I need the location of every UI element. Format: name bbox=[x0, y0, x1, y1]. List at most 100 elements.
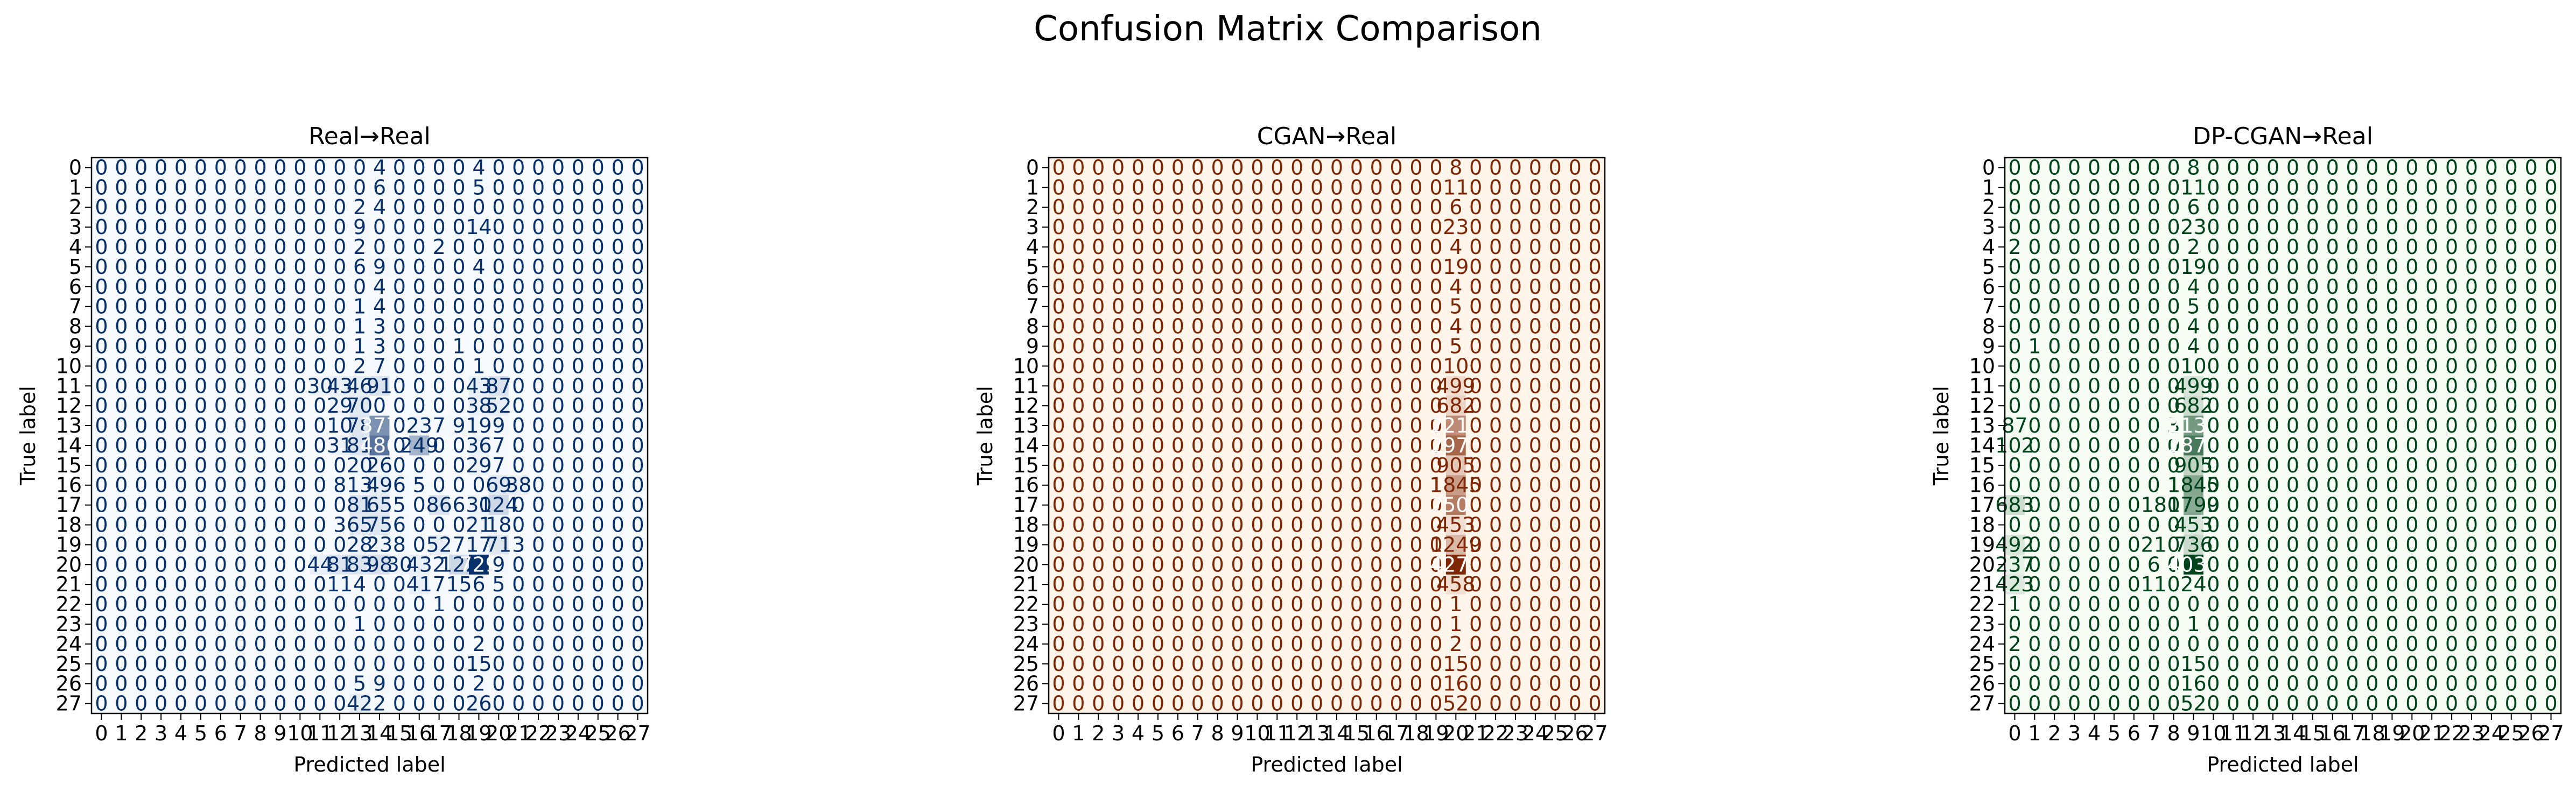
cell-value: 0 bbox=[2227, 692, 2240, 716]
cell-value: 0 bbox=[1409, 692, 1422, 716]
cell-value: 0 bbox=[194, 692, 207, 716]
cell-value: 0 bbox=[1211, 692, 1224, 716]
cell-value: 0 bbox=[552, 692, 565, 716]
x-axis-label: Predicted label bbox=[293, 753, 445, 776]
cell-value: 0 bbox=[1092, 692, 1105, 716]
x-tick-label: 6 bbox=[214, 722, 227, 745]
x-tick-label: 3 bbox=[2068, 722, 2081, 745]
cell-value: 0 bbox=[2326, 692, 2339, 716]
cell-value: 0 bbox=[1171, 692, 1184, 716]
x-tick-label: 5 bbox=[2108, 722, 2121, 745]
cell-value: 0 bbox=[2465, 692, 2478, 716]
cell-value: 0 bbox=[214, 692, 227, 716]
cell-value: 0 bbox=[2286, 692, 2299, 716]
x-tick-label: 5 bbox=[194, 722, 207, 745]
x-tick-label: 1 bbox=[2028, 722, 2041, 745]
panel-title: CGAN→Real bbox=[1257, 123, 1397, 150]
x-tick-label: 4 bbox=[174, 722, 187, 745]
cell-value: 0 bbox=[2485, 692, 2498, 716]
figure-title: Confusion Matrix Comparison bbox=[1034, 9, 1542, 49]
cell-value: 0 bbox=[2088, 692, 2101, 716]
cell-value: 0 bbox=[1489, 692, 1502, 716]
x-tick-label: 3 bbox=[1112, 722, 1125, 745]
x-tick-label: 8 bbox=[254, 722, 266, 745]
cell-value: 0 bbox=[2108, 692, 2121, 716]
panel-title: DP-CGAN→Real bbox=[2193, 123, 2373, 150]
cell-value: 0 bbox=[512, 692, 525, 716]
cell-value: 0 bbox=[2048, 692, 2061, 716]
cell-value: 52 bbox=[1443, 692, 1469, 716]
cell-value: 0 bbox=[1390, 692, 1403, 716]
cell-value: 0 bbox=[2385, 692, 2398, 716]
cell-value: 0 bbox=[313, 692, 326, 716]
cell-value: 0 bbox=[174, 692, 187, 716]
x-tick-label: 0 bbox=[1052, 722, 1065, 745]
cell-value: 0 bbox=[1588, 692, 1601, 716]
x-tick-label: 2 bbox=[1092, 722, 1105, 745]
x-tick-label: 9 bbox=[273, 722, 286, 745]
cell-value: 2 bbox=[373, 692, 386, 716]
cell-value: 42 bbox=[347, 692, 373, 716]
cell-value: 0 bbox=[2266, 692, 2279, 716]
cell-value: 0 bbox=[2306, 692, 2319, 716]
x-tick-label: 5 bbox=[1152, 722, 1164, 745]
cell-value: 0 bbox=[1152, 692, 1164, 716]
cell-value: 0 bbox=[2346, 692, 2359, 716]
cell-value: 0 bbox=[293, 692, 306, 716]
cell-value: 0 bbox=[532, 692, 545, 716]
x-tick-label: 4 bbox=[1132, 722, 1145, 745]
cell-value: 0 bbox=[492, 692, 505, 716]
cell-value: 0 bbox=[1509, 692, 1522, 716]
cell-value: 0 bbox=[1350, 692, 1363, 716]
cell-value: 0 bbox=[1052, 692, 1065, 716]
cell-value: 0 bbox=[273, 692, 286, 716]
cell-value: 0 bbox=[1072, 692, 1085, 716]
cell-value: 0 bbox=[2405, 692, 2418, 716]
cell-value: 0 bbox=[2505, 692, 2518, 716]
x-tick-label: 8 bbox=[2167, 722, 2180, 745]
x-tick-label: 6 bbox=[1171, 722, 1184, 745]
cell-value: 0 bbox=[2028, 692, 2041, 716]
x-tick-label: 6 bbox=[2128, 722, 2140, 745]
x-tick-label: 3 bbox=[155, 722, 167, 745]
x-tick-label: 4 bbox=[2088, 722, 2101, 745]
cell-value: 0 bbox=[234, 692, 247, 716]
cell-value: 0 bbox=[612, 692, 624, 716]
cell-value: 0 bbox=[393, 692, 406, 716]
cell-value: 0 bbox=[2544, 692, 2557, 716]
cell-value: 0 bbox=[2445, 692, 2458, 716]
cell-value: 26 bbox=[466, 692, 492, 716]
cell-value: 0 bbox=[2068, 692, 2081, 716]
x-tick-label: 1 bbox=[115, 722, 128, 745]
cell-value: 0 bbox=[2147, 692, 2160, 716]
cell-value: 0 bbox=[2207, 692, 2220, 716]
cell-value: 0 bbox=[115, 692, 128, 716]
cell-value: 0 bbox=[572, 692, 585, 716]
y-axis-label: True label bbox=[973, 386, 997, 486]
y-axis-label: True label bbox=[16, 386, 40, 486]
x-tick-label: 27 bbox=[1582, 722, 1608, 745]
cell-value: 0 bbox=[631, 692, 644, 716]
x-tick-label: 0 bbox=[95, 722, 108, 745]
x-tick-label: 0 bbox=[2008, 722, 2021, 745]
cell-value: 0 bbox=[1310, 692, 1323, 716]
cell-value: 0 bbox=[1251, 692, 1264, 716]
y-tick-label: 27 bbox=[1013, 692, 1039, 716]
x-axis-label: Predicted label bbox=[1251, 753, 1402, 776]
x-tick-label: 9 bbox=[1231, 722, 1244, 745]
cell-value: 0 bbox=[452, 692, 465, 716]
cell-value: 0 bbox=[135, 692, 148, 716]
x-tick-label: 7 bbox=[2147, 722, 2160, 745]
cell-value: 0 bbox=[2247, 692, 2259, 716]
cell-value: 0 bbox=[433, 692, 446, 716]
cell-value: 0 bbox=[1370, 692, 1383, 716]
x-tick-label: 1 bbox=[1072, 722, 1085, 745]
y-tick-label: 27 bbox=[56, 692, 82, 716]
x-tick-label: 2 bbox=[2048, 722, 2061, 745]
cell-value: 0 bbox=[2425, 692, 2438, 716]
cell-value: 0 bbox=[2128, 692, 2140, 716]
